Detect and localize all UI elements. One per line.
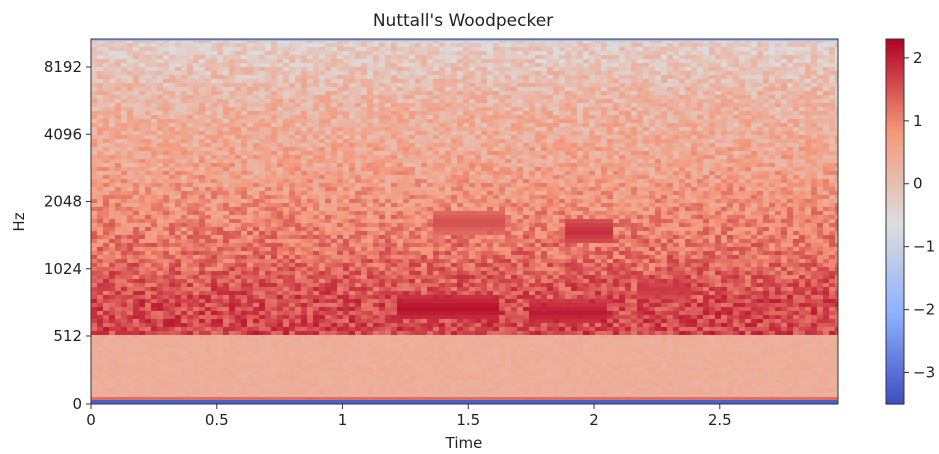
colorbar-axis: −3 −2 −1 0 1 2 — [904, 49, 935, 382]
colorbar — [885, 38, 905, 405]
x-tick-label: 1 — [338, 411, 348, 429]
y-tick-label: 0 — [72, 395, 82, 413]
x-tick-label: 0.5 — [205, 411, 229, 429]
x-tick-label: 1.5 — [456, 411, 480, 429]
x-tick-label: 2 — [589, 411, 599, 429]
y-tick-label: 512 — [53, 327, 82, 345]
y-axis: 0 512 1024 2048 4096 8192 — [44, 58, 91, 413]
colorbar-tick-label: 2 — [913, 49, 923, 67]
chart-title: Nuttall's Woodpecker — [373, 11, 553, 31]
x-axis-label: Time — [445, 434, 483, 452]
spectrogram-heatmap — [91, 39, 839, 405]
colorbar-tick-label: −2 — [913, 301, 935, 319]
y-tick-label: 8192 — [44, 58, 82, 76]
y-tick-label: 1024 — [44, 260, 82, 278]
y-axis-label: Hz — [10, 212, 28, 231]
colorbar-tick-label: 0 — [913, 175, 923, 193]
x-tick-label: 0 — [86, 411, 96, 429]
x-axis: 0 0.5 1 1.5 2 2.5 — [86, 404, 732, 429]
colorbar-frame — [885, 38, 905, 405]
y-tick-label: 2048 — [44, 193, 82, 211]
colorbar-tick-label: −1 — [913, 238, 935, 256]
x-tick-label: 2.5 — [708, 411, 732, 429]
y-tick-label: 4096 — [44, 125, 82, 143]
plot-frame — [90, 38, 839, 405]
colorbar-tick-label: 1 — [913, 112, 923, 130]
colorbar-tick-label: −3 — [913, 364, 935, 382]
